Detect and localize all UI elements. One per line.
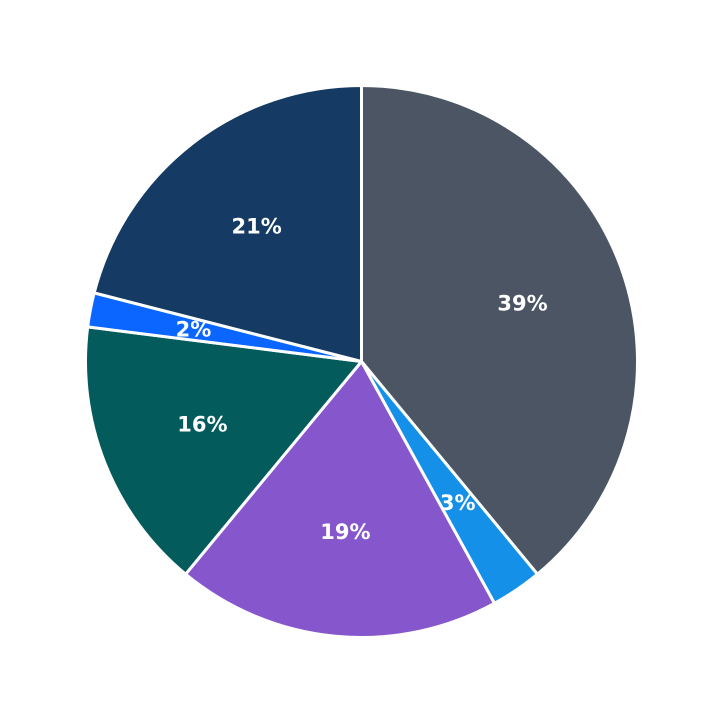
slice-label-2: 19% <box>320 520 370 544</box>
slice-label-4: 2% <box>176 317 212 341</box>
pie-slice-0 <box>360 84 639 576</box>
slice-label-1: 3% <box>440 491 476 515</box>
pie-slices <box>84 84 639 639</box>
pie-slice-2 <box>184 360 496 639</box>
pie-labels: 39% 3% 19% 16% 2% 21% <box>176 214 548 544</box>
slice-label-5: 21% <box>231 214 281 238</box>
slice-label-0: 39% <box>497 292 547 316</box>
slice-label-3: 16% <box>177 412 227 436</box>
pie-slice-3 <box>84 325 363 576</box>
pie-slice-5 <box>92 84 363 363</box>
